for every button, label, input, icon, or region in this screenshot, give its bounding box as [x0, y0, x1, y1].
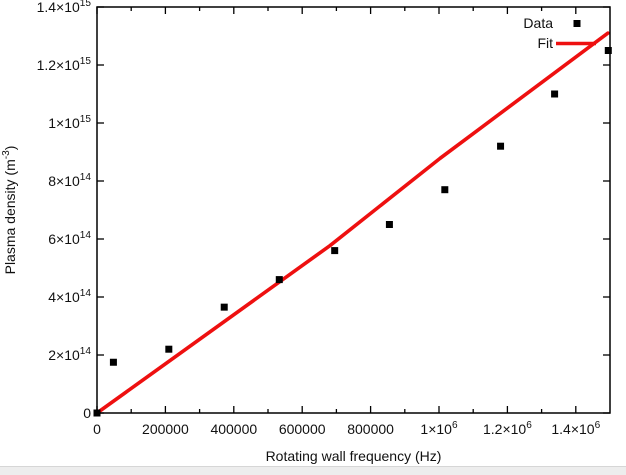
window-statusbar — [0, 466, 626, 475]
y-tick-label: 1.4×1015 — [37, 0, 92, 15]
x-tick-label: 0 — [93, 421, 101, 437]
y-tick-label: 4×1014 — [48, 288, 91, 305]
y-tick-label: 1.2×1015 — [37, 56, 92, 73]
y-tick-label: 1×1015 — [48, 114, 91, 131]
x-tick-label: 800000 — [347, 421, 394, 437]
x-tick-label: 400000 — [210, 421, 257, 437]
y-tick-label: 0 — [83, 405, 91, 421]
fit-line — [95, 31, 610, 415]
y-tick-label: 6×1014 — [48, 230, 91, 247]
x-tick-label: 600000 — [279, 421, 326, 437]
data-point — [385, 221, 393, 228]
data-point — [441, 186, 449, 194]
data-point — [604, 47, 612, 54]
y-tick-label: 2×1014 — [48, 346, 91, 363]
data-point — [551, 90, 559, 98]
legend-marker-data — [573, 20, 581, 27]
data-point — [275, 276, 283, 284]
legend-label-fit: Fit — [537, 35, 553, 51]
data-point — [165, 345, 173, 353]
x-axis-title: Rotating wall frequency (Hz) — [266, 448, 442, 464]
data-point — [331, 247, 339, 255]
plot-frame — [96, 6, 611, 414]
x-tick-label: 200000 — [142, 421, 189, 437]
data-point — [220, 303, 228, 311]
legend-label-data: Data — [523, 15, 553, 31]
x-tick-label: 1×106 — [420, 420, 458, 437]
y-tick-label: 8×1014 — [48, 172, 91, 189]
data-point — [109, 358, 117, 366]
x-tick-label: 1.4×106 — [551, 420, 600, 437]
data-point — [93, 409, 101, 417]
data-point — [497, 142, 505, 150]
y-axis-title: Plasma density (m-3) — [1, 146, 18, 275]
x-tick-label: 1.2×106 — [483, 420, 532, 437]
